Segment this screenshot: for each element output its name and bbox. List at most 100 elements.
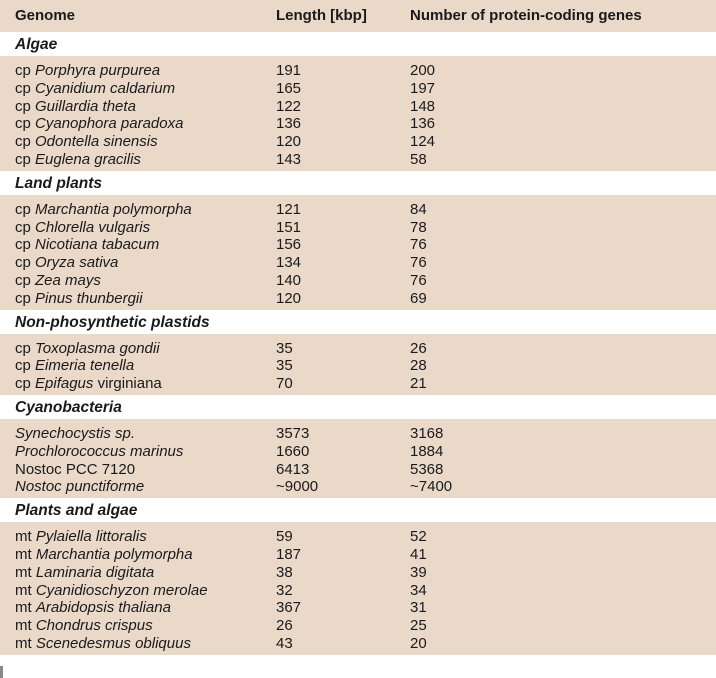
species-name: Chlorella vulgaris bbox=[35, 218, 151, 236]
genome-cell: Nostoc PCC 7120 bbox=[15, 461, 135, 479]
section-body: cp Toxoplasma gondii 35 26 cp Eimeria tenel… bbox=[0, 333, 716, 395]
species-name: Oryza sativa bbox=[35, 254, 119, 272]
length-cell: 121 bbox=[276, 200, 302, 218]
table-row: mt Scenedesmus obliquus 43 20 bbox=[0, 635, 716, 653]
genome-type-prefix: mt bbox=[15, 563, 32, 581]
genes-cell: 3168 bbox=[410, 424, 444, 442]
genes-cell: 58 bbox=[410, 150, 427, 168]
species-name: Prochlorococcus marinus bbox=[15, 442, 184, 460]
table-row: cp Marchantia polymorpha 121 84 bbox=[0, 201, 716, 219]
section-title: Algae bbox=[0, 32, 716, 56]
species-name: Zea mays bbox=[35, 271, 101, 289]
header-genes: Number of protein-coding genes bbox=[410, 7, 642, 24]
table-row: cp Chlorella vulgaris 151 78 bbox=[0, 219, 716, 237]
section-title: Land plants bbox=[0, 170, 716, 195]
length-cell: 120 bbox=[276, 289, 302, 307]
genome-cell: cp Euglena gracilis bbox=[15, 151, 141, 169]
genes-cell: 76 bbox=[410, 254, 427, 272]
length-cell: 26 bbox=[276, 617, 293, 635]
length-cell: 134 bbox=[276, 254, 302, 272]
genome-type-prefix: cp bbox=[15, 97, 31, 115]
species-suffix: Nostoc PCC 7120 bbox=[15, 460, 136, 478]
table-row: cp Pinus thunbergii 120 69 bbox=[0, 290, 716, 308]
genes-cell: 124 bbox=[410, 133, 436, 151]
table-row: cp Cyanophora paradoxa 136 136 bbox=[0, 115, 716, 133]
genes-cell: 69 bbox=[410, 289, 427, 307]
table-row: cp Toxoplasma gondii 35 26 bbox=[0, 340, 716, 358]
table-row: cp Epifagus virginiana 70 21 bbox=[0, 375, 716, 393]
genes-cell: ~7400 bbox=[410, 478, 453, 496]
genome-cell: cp Nicotiana tabacum bbox=[15, 236, 159, 254]
species-name: Toxoplasma gondii bbox=[35, 339, 160, 357]
genome-type-prefix: cp bbox=[15, 271, 31, 289]
length-cell: 140 bbox=[276, 271, 302, 289]
table-row: cp Odontella sinensis 120 124 bbox=[0, 133, 716, 151]
genes-cell: 78 bbox=[410, 218, 427, 236]
length-cell: 187 bbox=[276, 545, 302, 563]
genome-cell: cp Marchantia polymorpha bbox=[15, 201, 192, 219]
species-name: Arabidopsis thaliana bbox=[35, 599, 171, 617]
species-name: Euglena gracilis bbox=[35, 150, 141, 168]
genome-cell: cp Oryza sativa bbox=[15, 254, 118, 272]
header-genome: Genome bbox=[15, 7, 76, 24]
species-name: Scenedesmus obliquus bbox=[35, 634, 191, 652]
genome-type-prefix: cp bbox=[15, 289, 31, 307]
species-name: Cyanidium caldarium bbox=[35, 79, 176, 97]
genome-cell: cp Zea mays bbox=[15, 272, 101, 290]
section-body: mt Pylaiella littoralis 59 52 mt Marchantia… bbox=[0, 522, 716, 655]
header-length: Length [kbp] bbox=[276, 7, 367, 24]
table-header: Genome Length [kbp] Number of protein-co… bbox=[0, 0, 716, 32]
species-name: Cyanophora paradoxa bbox=[35, 115, 184, 133]
genome-type-prefix: cp bbox=[15, 133, 31, 151]
genome-cell: Nostoc punctiforme bbox=[15, 478, 144, 496]
table-row: Synechocystis sp. 3573 3168 bbox=[0, 425, 716, 443]
genome-cell: Synechocystis sp. bbox=[15, 425, 135, 443]
length-cell: 38 bbox=[276, 563, 293, 581]
species-name: Nicotiana tabacum bbox=[35, 236, 160, 254]
table-row: cp Cyanidium caldarium 165 197 bbox=[0, 80, 716, 98]
table-row: mt Chondrus crispus 26 25 bbox=[0, 617, 716, 635]
genome-type-prefix: cp bbox=[15, 115, 31, 133]
genome-cell: cp Porphyra purpurea bbox=[15, 62, 160, 80]
genome-cell: mt Cyanidioschyzon merolae bbox=[15, 582, 208, 600]
genome-type-prefix: mt bbox=[15, 581, 32, 599]
genome-cell: mt Arabidopsis thaliana bbox=[15, 599, 171, 617]
species-name: Pylaiella littoralis bbox=[35, 528, 147, 546]
genome-type-prefix: cp bbox=[15, 236, 31, 254]
section-title: Cyanobacteria bbox=[0, 394, 716, 419]
species-name: Eimeria tenella bbox=[35, 357, 135, 375]
table-row: Nostoc PCC 7120 6413 5368 bbox=[0, 461, 716, 479]
genes-cell: 148 bbox=[410, 97, 436, 115]
genes-cell: 197 bbox=[410, 79, 436, 97]
species-name: Pinus thunbergii bbox=[35, 289, 143, 307]
genes-cell: 26 bbox=[410, 339, 427, 357]
table-body: Algae cp Porphyra purpurea 191 200 cp Cyanid… bbox=[0, 32, 716, 655]
genome-cell: cp Toxoplasma gondii bbox=[15, 340, 160, 358]
genome-cell: mt Pylaiella littoralis bbox=[15, 528, 147, 546]
genome-cell: mt Scenedesmus obliquus bbox=[15, 635, 191, 653]
length-cell: 35 bbox=[276, 357, 293, 375]
length-cell: ~9000 bbox=[276, 478, 319, 496]
genes-cell: 20 bbox=[410, 634, 427, 652]
length-cell: 136 bbox=[276, 115, 302, 133]
section-body: cp Porphyra purpurea 191 200 cp Cyanidium c… bbox=[0, 56, 716, 171]
genome-type-prefix: cp bbox=[15, 218, 31, 236]
table-row: Prochlorococcus marinus 1660 1884 bbox=[0, 443, 716, 461]
species-name: Cyanidioschyzon merolae bbox=[35, 581, 208, 599]
genes-cell: 84 bbox=[410, 200, 427, 218]
genome-cell: mt Chondrus crispus bbox=[15, 617, 153, 635]
length-cell: 32 bbox=[276, 581, 293, 599]
species-name: Marchantia polymorpha bbox=[35, 545, 193, 563]
table-row: mt Pylaiella littoralis 59 52 bbox=[0, 528, 716, 546]
length-cell: 151 bbox=[276, 218, 302, 236]
table-row: mt Arabidopsis thaliana 367 31 bbox=[0, 599, 716, 617]
genome-type-prefix: cp bbox=[15, 357, 31, 375]
length-cell: 367 bbox=[276, 599, 302, 617]
genome-type-prefix: cp bbox=[15, 79, 31, 97]
length-cell: 122 bbox=[276, 97, 302, 115]
species-name: Laminaria digitata bbox=[35, 563, 155, 581]
length-cell: 165 bbox=[276, 79, 302, 97]
genome-type-prefix: cp bbox=[15, 375, 31, 393]
table-row: cp Zea mays 140 76 bbox=[0, 272, 716, 290]
